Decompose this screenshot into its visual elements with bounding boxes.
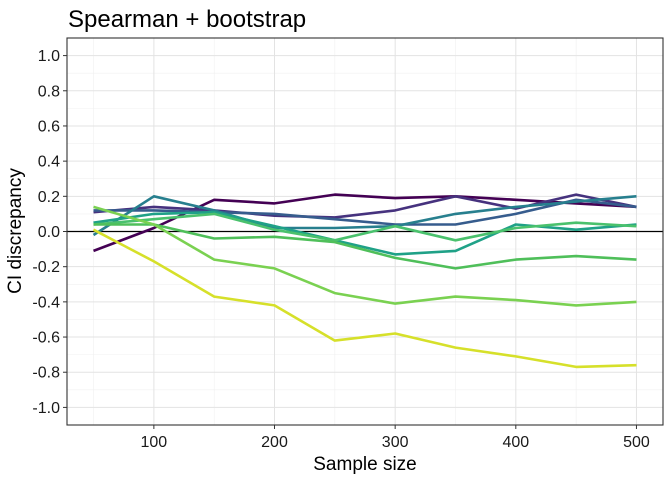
series-line-2 [93, 193, 637, 219]
y-tick-label: -0.8 [32, 365, 60, 382]
y-tick-label: -1.0 [32, 400, 60, 417]
y-tick-label: -0.4 [32, 294, 60, 311]
series-line-5 [93, 210, 637, 256]
series-line-3 [93, 198, 637, 226]
x-axis-title: Sample size [313, 454, 417, 475]
x-tick-label: 100 [141, 434, 168, 451]
y-tick-label: -0.2 [32, 259, 60, 276]
series-line-7 [93, 223, 637, 270]
series-line-6 [93, 212, 637, 242]
series-layer [92, 193, 637, 369]
y-tick-label: 0.4 [38, 154, 60, 171]
y-tick-label: 0.8 [38, 83, 60, 100]
series-line-8 [93, 205, 637, 307]
x-tick-label: 500 [623, 434, 650, 451]
x-tick-label: 300 [382, 434, 409, 451]
y-axis-title: CI discrepancy [5, 168, 26, 294]
y-tick-label: 1.0 [38, 48, 60, 65]
y-tick-label: 0.6 [38, 118, 60, 135]
y-tick-label: -0.6 [32, 330, 60, 347]
chart-title: Spearman + bootstrap [68, 6, 306, 33]
x-axis-ticks: 100 200 300 400 500 [141, 425, 650, 451]
series-line-9 [92, 228, 637, 369]
y-tick-label: 0.0 [38, 224, 60, 241]
y-axis-ticks: -1.0 -0.8 -0.6 -0.4 -0.2 0.0 0.2 0.4 0.6 0.8 1.0 [32, 48, 67, 417]
y-tick-label: 0.2 [38, 189, 60, 206]
x-tick-label: 200 [261, 434, 288, 451]
series-line-4 [92, 195, 637, 237]
x-tick-label: 400 [502, 434, 529, 451]
